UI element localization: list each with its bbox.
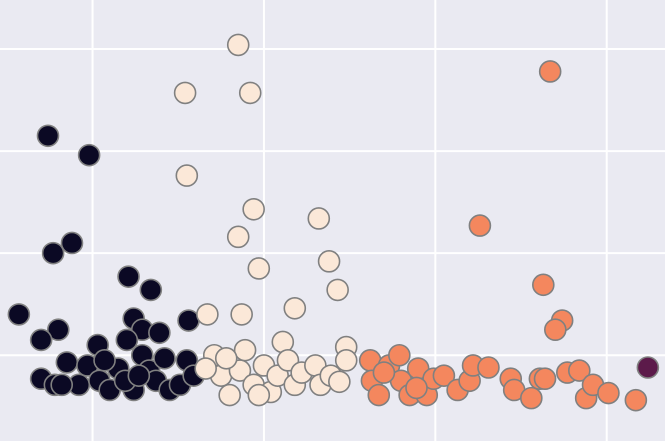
data-point-cluster-1 [247,383,271,407]
data-point-cluster-2 [388,343,411,367]
data-point-cluster-0 [93,349,116,372]
data-point-cluster-0 [148,321,171,345]
data-point-cluster-0 [139,278,163,302]
data-point-cluster-1 [328,370,351,394]
data-point-cluster-2 [432,364,456,387]
data-point-cluster-0 [46,318,70,342]
data-points [7,33,660,412]
data-point-cluster-2 [477,356,500,379]
data-point-cluster-1 [173,81,197,105]
data-point-cluster-2 [468,214,492,237]
data-point-cluster-2 [405,376,428,400]
data-point-cluster-0 [117,265,140,288]
data-point-cluster-1 [226,33,250,57]
data-point-cluster-1 [326,278,349,302]
data-point-cluster-2 [624,388,648,412]
data-point-cluster-0 [29,328,53,352]
data-point-cluster-1 [218,383,241,407]
data-point-cluster-1 [307,207,331,230]
data-point-cluster-0 [115,328,139,352]
data-point-cluster-0 [127,364,151,387]
data-point-cluster-2 [532,273,555,297]
data-point-cluster-2 [544,318,567,342]
data-point-cluster-1 [283,296,307,320]
data-point-cluster-0 [36,124,60,148]
data-point-cluster-0 [177,309,200,332]
data-point-cluster-1 [238,81,262,105]
data-point-cluster-1 [194,357,217,380]
data-point-cluster-0 [41,241,65,265]
data-point-cluster-0 [60,231,84,255]
data-point-cluster-1 [230,303,253,326]
data-point-cluster-1 [317,250,341,273]
data-point-cluster-2 [372,361,396,384]
data-point-cluster-3 [636,356,660,379]
data-point-cluster-1 [196,303,219,326]
data-point-cluster-2 [520,386,543,410]
data-point-cluster-1 [334,349,358,372]
data-point-cluster-1 [226,225,250,249]
data-point-cluster-1 [233,338,257,362]
data-point-cluster-1 [242,197,265,221]
data-point-cluster-0 [7,303,31,326]
data-point-cluster-1 [175,164,199,187]
data-point-cluster-1 [247,257,271,280]
data-point-cluster-0 [77,143,101,167]
data-point-cluster-0 [55,351,79,374]
data-point-cluster-1 [214,347,238,370]
data-point-cluster-2 [367,383,391,407]
data-point-cluster-2 [538,60,562,83]
data-point-cluster-2 [568,359,591,382]
data-point-cluster-0 [50,373,74,397]
data-point-cluster-2 [533,367,557,391]
data-point-cluster-0 [153,347,176,370]
data-point-cluster-2 [597,381,620,405]
